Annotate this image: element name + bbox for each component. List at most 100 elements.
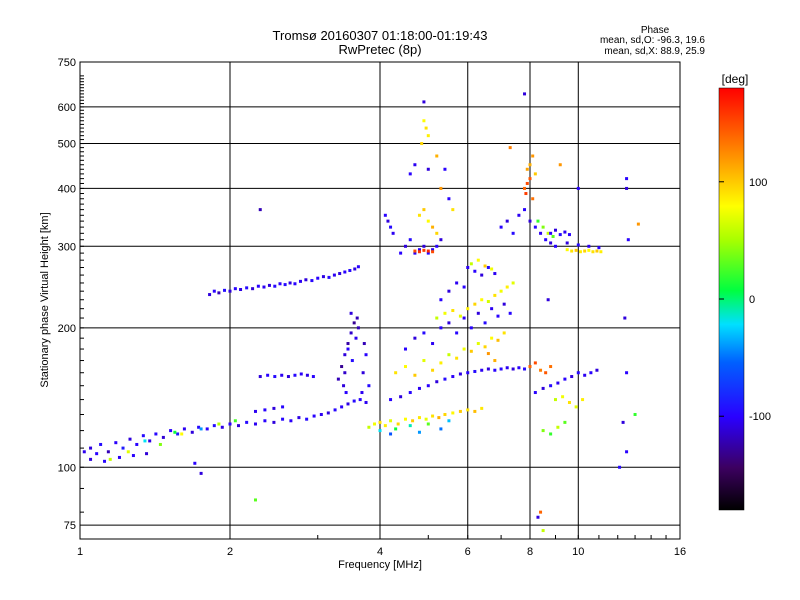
data-point — [533, 225, 537, 229]
data-point — [561, 395, 565, 399]
data-point — [623, 316, 627, 320]
data-point — [439, 298, 443, 302]
data-point — [383, 424, 387, 428]
data-point — [626, 238, 630, 242]
data-point — [502, 302, 506, 306]
data-point — [426, 219, 430, 223]
data-point — [283, 283, 287, 287]
data-point — [253, 422, 257, 426]
data-point — [511, 367, 515, 371]
data-point — [360, 391, 364, 395]
data-point — [570, 249, 574, 253]
data-point — [383, 213, 387, 217]
data-point — [117, 455, 121, 459]
data-point — [256, 284, 260, 288]
data-point — [466, 265, 470, 269]
data-point — [394, 427, 398, 431]
data-point — [408, 172, 412, 176]
data-point — [281, 405, 285, 409]
data-point — [121, 446, 125, 450]
data-point — [208, 293, 212, 297]
data-point — [228, 422, 232, 426]
data-point — [161, 435, 165, 439]
data-point — [431, 342, 435, 346]
data-point — [154, 432, 158, 436]
data-point — [417, 430, 421, 434]
data-point — [353, 267, 357, 271]
data-point — [220, 425, 224, 429]
data-point — [293, 282, 297, 286]
data-point — [578, 250, 582, 254]
y-tick-label: 600 — [58, 102, 76, 114]
data-point — [486, 299, 490, 303]
data-point — [431, 248, 435, 252]
data-points — [82, 92, 640, 533]
data-point — [343, 270, 347, 274]
data-point — [305, 417, 309, 421]
data-point — [422, 244, 426, 248]
data-point — [443, 377, 447, 381]
data-point — [469, 326, 473, 330]
data-point — [114, 441, 118, 445]
data-point — [394, 371, 398, 375]
data-point — [413, 249, 417, 253]
data-point — [95, 452, 99, 456]
data-point — [266, 373, 270, 377]
data-point — [272, 420, 276, 424]
data-point — [358, 398, 362, 402]
data-point — [336, 377, 340, 381]
data-point — [145, 452, 149, 456]
data-point — [493, 368, 497, 372]
data-point — [528, 163, 532, 167]
data-point — [299, 372, 303, 376]
data-point — [223, 288, 227, 292]
data-point — [451, 208, 455, 212]
data-point — [199, 471, 203, 475]
data-point — [378, 420, 382, 424]
x-tick-label: 8 — [527, 546, 533, 558]
data-point — [389, 432, 393, 436]
data-point — [549, 241, 553, 245]
data-point — [447, 419, 451, 423]
data-point — [344, 391, 348, 395]
data-point — [443, 167, 447, 171]
data-point — [589, 371, 593, 375]
data-point — [480, 368, 484, 372]
data-point — [486, 265, 490, 269]
data-point — [362, 342, 366, 346]
data-point — [131, 454, 135, 458]
data-point — [505, 219, 509, 223]
data-point — [435, 316, 439, 320]
data-point — [193, 461, 197, 465]
data-point — [476, 342, 480, 346]
data-point — [502, 331, 506, 335]
data-point — [544, 238, 548, 242]
data-point — [205, 427, 209, 431]
data-point — [533, 391, 537, 395]
data-point — [340, 405, 344, 409]
data-point — [199, 427, 203, 431]
data-point — [312, 414, 316, 418]
data-point — [197, 425, 201, 429]
data-point — [286, 375, 290, 379]
data-point — [455, 281, 459, 285]
data-point — [126, 450, 130, 454]
data-point — [106, 450, 110, 454]
chart-title: Tromsø 20160307 01:18:00-01:19:43 — [273, 28, 488, 43]
x-tick-label: 10 — [572, 546, 584, 558]
data-point — [169, 429, 173, 433]
data-point — [546, 298, 550, 302]
data-point — [576, 243, 580, 247]
data-point — [180, 432, 184, 436]
data-point — [505, 285, 509, 289]
data-point — [549, 432, 553, 436]
x-tick-label: 16 — [674, 546, 686, 558]
data-point — [558, 163, 562, 167]
data-point — [567, 233, 571, 237]
data-point — [439, 186, 443, 190]
data-point — [483, 264, 487, 268]
data-point — [439, 361, 443, 365]
data-point — [356, 265, 360, 269]
data-point — [253, 498, 257, 502]
data-point — [389, 225, 393, 229]
